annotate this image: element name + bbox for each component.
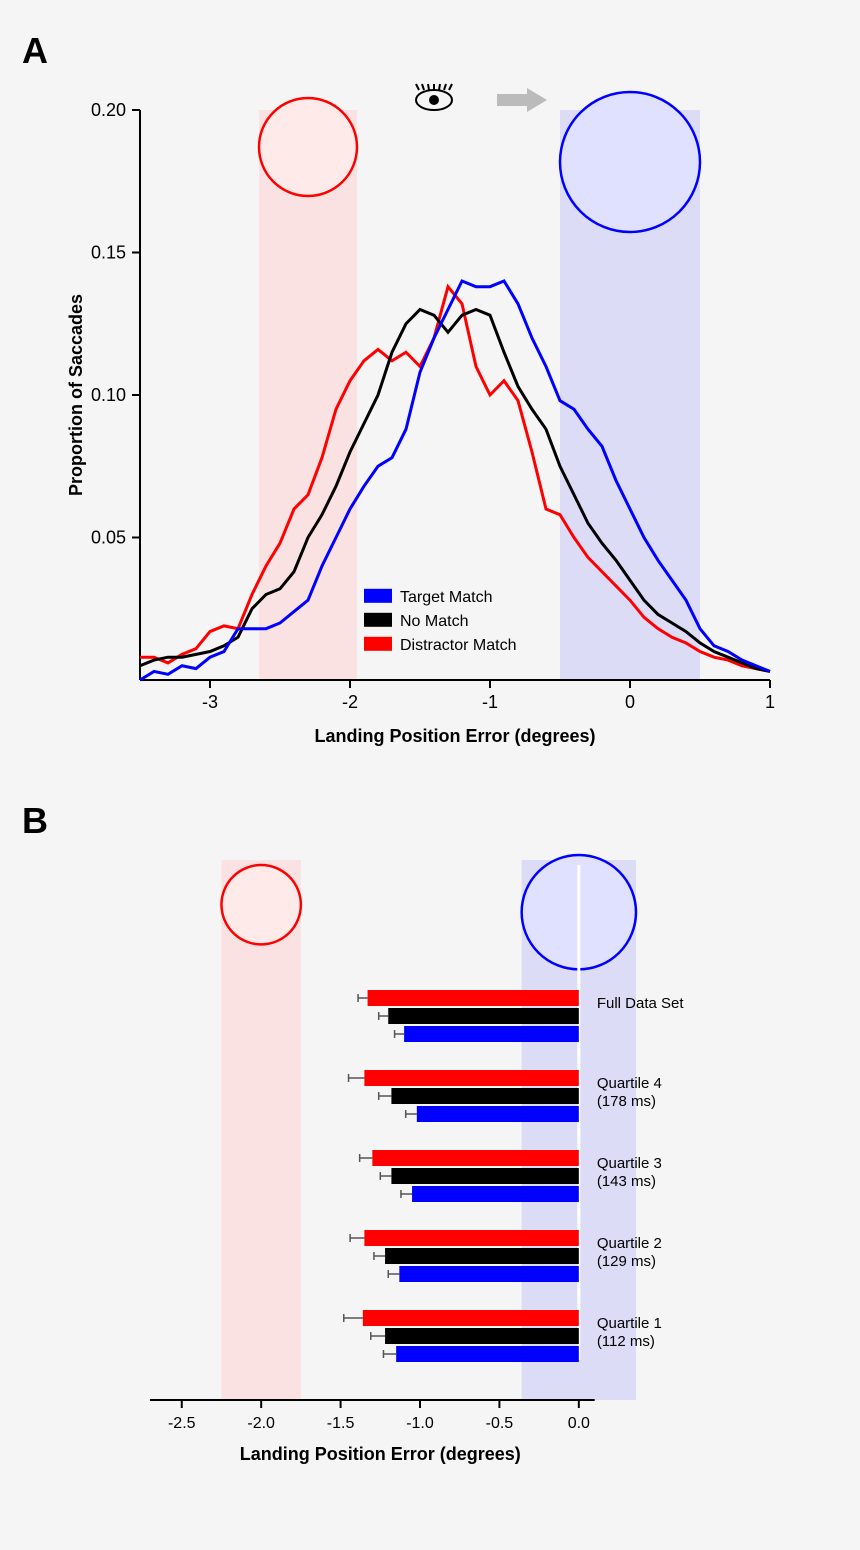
panel-b-label: B xyxy=(22,800,48,842)
svg-text:-0.5: -0.5 xyxy=(486,1415,514,1432)
svg-text:Quartile 1: Quartile 1 xyxy=(597,1315,662,1332)
svg-text:Distractor Match: Distractor Match xyxy=(400,637,516,654)
panel-b-chart: -2.5 -2.0 -1.5 -1.0 -0.5 0.0 Landing Position … xyxy=(110,830,830,1480)
svg-text:Proportion of Saccades: Proportion of Saccades xyxy=(66,294,86,496)
svg-text:(178 ms): (178 ms) xyxy=(597,1093,656,1110)
svg-text:No Match: No Match xyxy=(400,613,468,630)
svg-text:-2.5: -2.5 xyxy=(168,1415,196,1432)
svg-text:0.10: 0.10 xyxy=(91,385,126,405)
svg-text:-1.5: -1.5 xyxy=(327,1415,355,1432)
svg-text:0.15: 0.15 xyxy=(91,243,126,263)
svg-text:-2.0: -2.0 xyxy=(247,1415,275,1432)
panel-a-label: A xyxy=(22,30,48,72)
svg-text:-1: -1 xyxy=(482,692,498,712)
svg-text:0.20: 0.20 xyxy=(91,100,126,120)
svg-text:Landing Position Error (degree: Landing Position Error (degrees) xyxy=(314,726,595,746)
panel-a-chart: -3 -2 -1 0 1 0.05 0.10 0.15 0.20 Landing Position… xyxy=(60,50,820,770)
svg-text:-1.0: -1.0 xyxy=(406,1415,434,1432)
svg-text:0: 0 xyxy=(625,692,635,712)
svg-text:Target Match: Target Match xyxy=(400,589,492,606)
svg-text:(129 ms): (129 ms) xyxy=(597,1253,656,1270)
svg-text:(112 ms): (112 ms) xyxy=(597,1333,655,1350)
svg-text:(143 ms): (143 ms) xyxy=(597,1173,656,1190)
svg-text:0.05: 0.05 xyxy=(91,528,126,548)
svg-text:-3: -3 xyxy=(202,692,218,712)
svg-text:Full Data Set: Full Data Set xyxy=(597,995,685,1012)
svg-text:-2: -2 xyxy=(342,692,358,712)
svg-text:Quartile 4: Quartile 4 xyxy=(597,1075,662,1092)
svg-text:1: 1 xyxy=(765,692,775,712)
svg-text:Quartile 2: Quartile 2 xyxy=(597,1235,662,1252)
svg-text:Landing Position Error (degree: Landing Position Error (degrees) xyxy=(240,1444,521,1464)
svg-text:0.0: 0.0 xyxy=(568,1415,590,1432)
svg-text:Quartile 3: Quartile 3 xyxy=(597,1155,662,1172)
figure-container: A -3 -2 -1 0 1 0.05 0.10 0.15 0.20 Landing Positi… xyxy=(0,0,860,1550)
